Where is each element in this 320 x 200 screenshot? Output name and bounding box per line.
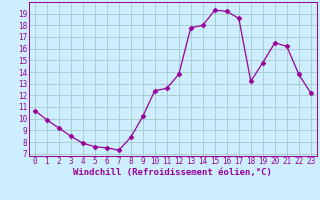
X-axis label: Windchill (Refroidissement éolien,°C): Windchill (Refroidissement éolien,°C)	[73, 168, 272, 177]
